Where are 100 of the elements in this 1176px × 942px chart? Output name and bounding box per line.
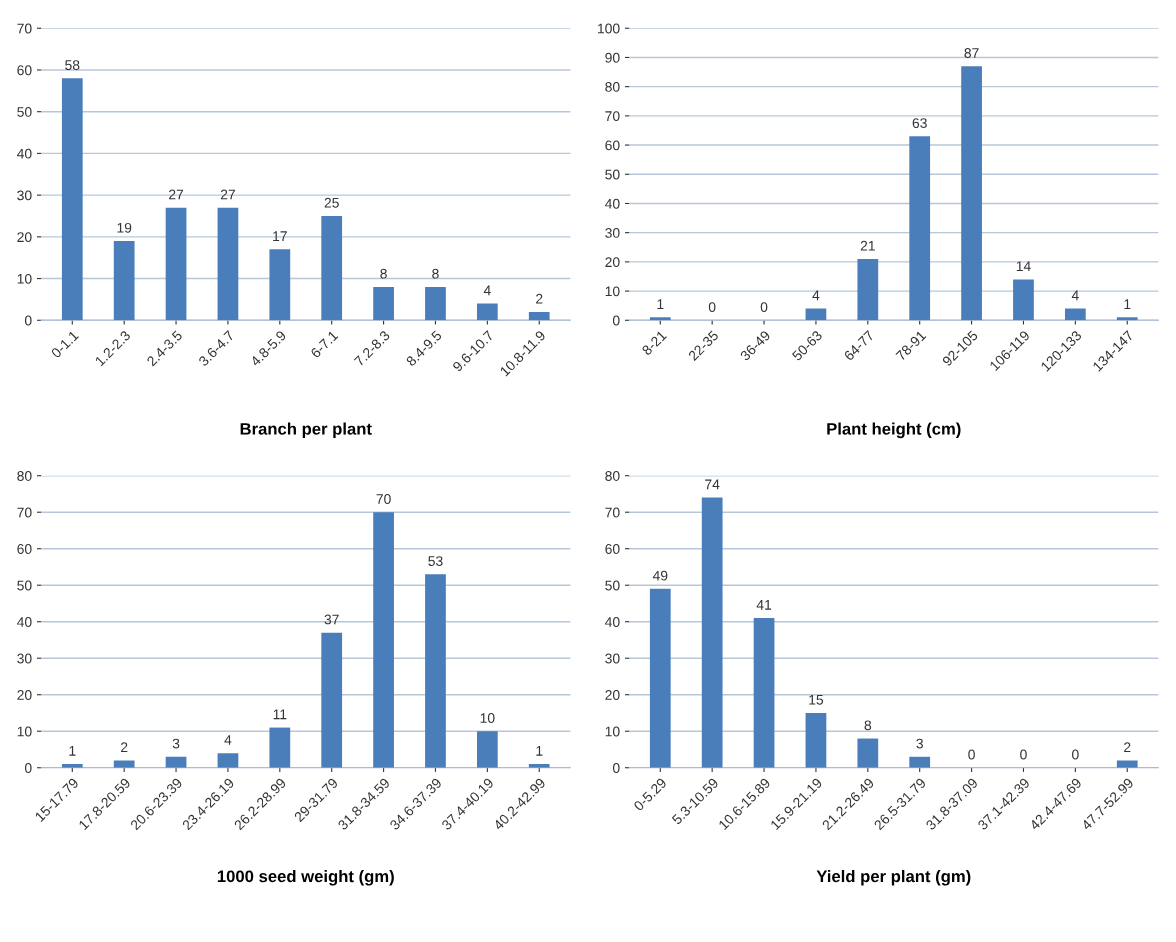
data-label: 25 xyxy=(324,197,339,208)
data-label: 14 xyxy=(1016,261,1031,271)
y-tick-label: 30 xyxy=(605,653,620,664)
bar xyxy=(373,286,394,321)
y-tick-label: 90 xyxy=(605,52,620,63)
data-label: 0 xyxy=(968,749,975,760)
bar xyxy=(1013,279,1034,321)
bar xyxy=(805,712,827,768)
y-tick-label: 40 xyxy=(17,148,32,159)
bar xyxy=(857,258,879,321)
bar xyxy=(217,207,239,321)
bar xyxy=(217,753,239,768)
y-tick-label: 0 xyxy=(24,763,32,773)
data-label: 37 xyxy=(324,614,339,625)
bar xyxy=(701,497,723,768)
text: Plant height (cm) xyxy=(827,422,961,439)
y-tick-label: 10 xyxy=(605,726,620,737)
text: Yield per plant (gm) xyxy=(816,869,971,886)
y-tick-label: 70 xyxy=(17,507,32,518)
data-label: 2 xyxy=(536,293,543,304)
bar xyxy=(476,303,498,321)
data-label: 1 xyxy=(657,299,664,309)
data-label: 19 xyxy=(117,222,132,233)
bar xyxy=(321,632,343,768)
y-tick-label: 10 xyxy=(17,273,32,284)
data-label: 27 xyxy=(220,189,235,200)
data-label: 87 xyxy=(964,48,979,58)
data-label: 4 xyxy=(1071,290,1079,301)
data-label: 4 xyxy=(812,290,820,301)
data-label: 21 xyxy=(860,240,875,251)
bar xyxy=(113,241,135,321)
y-tick-label: 10 xyxy=(17,726,32,737)
y-tick-label: 50 xyxy=(605,169,620,180)
data-label: 0 xyxy=(760,302,768,312)
data-label: 8 xyxy=(864,720,872,731)
y-tick-label: 20 xyxy=(605,257,620,268)
bar xyxy=(857,738,879,768)
y-tick-label: 40 xyxy=(605,198,620,209)
data-label: 74 xyxy=(705,479,720,490)
bar xyxy=(61,78,83,321)
data-label: 15 xyxy=(809,694,824,705)
data-label: 8 xyxy=(380,268,387,279)
bar xyxy=(113,760,135,768)
y-tick-label: 100 xyxy=(598,23,620,34)
bar xyxy=(373,512,394,768)
x-tick-label: 8-21 xyxy=(641,330,668,356)
data-label: 2 xyxy=(1124,742,1131,752)
y-tick-label: 80 xyxy=(17,471,32,481)
data-label: 0 xyxy=(708,302,716,312)
data-label: 41 xyxy=(756,600,772,610)
bar xyxy=(1064,308,1086,321)
y-tick-label: 70 xyxy=(17,23,32,34)
bar xyxy=(649,317,671,321)
bar xyxy=(909,756,931,768)
data-label: 1 xyxy=(69,746,76,756)
data-label: 1 xyxy=(1124,299,1131,309)
data-label: 27 xyxy=(169,189,184,200)
bar xyxy=(165,207,187,321)
data-label: 17 xyxy=(273,231,287,241)
data-label: 3 xyxy=(916,738,923,749)
bar xyxy=(805,308,827,321)
y-tick-label: 80 xyxy=(605,82,620,92)
bar xyxy=(1116,760,1138,768)
data-label: 8 xyxy=(432,268,439,279)
bar xyxy=(961,66,982,321)
y-tick-label: 0 xyxy=(612,315,620,326)
text: 1000 seed weight (gm) xyxy=(217,869,394,886)
data-label: 49 xyxy=(652,570,668,581)
y-tick-label: 30 xyxy=(17,190,32,201)
y-tick-label: 10 xyxy=(605,286,620,297)
y-tick-label: 30 xyxy=(605,228,620,238)
data-label: 4 xyxy=(483,285,491,296)
y-tick-label: 50 xyxy=(605,580,620,591)
data-label: 63 xyxy=(912,118,927,129)
y-tick-label: 80 xyxy=(605,471,620,481)
y-tick-label: 20 xyxy=(17,690,32,700)
data-label: 2 xyxy=(121,742,128,752)
y-tick-label: 20 xyxy=(17,232,32,243)
y-tick-label: 60 xyxy=(605,140,620,151)
y-tick-label: 40 xyxy=(17,617,32,627)
data-label: 3 xyxy=(172,738,180,749)
data-label: 70 xyxy=(376,494,391,504)
y-tick-label: 50 xyxy=(17,580,32,591)
y-tick-label: 70 xyxy=(605,111,620,122)
y-tick-label: 50 xyxy=(17,107,32,117)
bar xyxy=(476,731,498,768)
data-label: 58 xyxy=(65,60,80,71)
data-label: 11 xyxy=(273,709,287,720)
bar xyxy=(649,588,671,768)
data-label: 1 xyxy=(536,746,543,756)
bar xyxy=(269,727,291,768)
text: Branch per plant xyxy=(240,422,372,439)
data-label: 0 xyxy=(1072,749,1079,760)
y-tick-label: 60 xyxy=(605,544,620,554)
y-tick-label: 40 xyxy=(605,617,620,627)
data-label: 0 xyxy=(1020,749,1027,760)
bar xyxy=(753,618,775,768)
data-label: 4 xyxy=(224,735,232,745)
y-tick-label: 70 xyxy=(605,507,620,518)
bar xyxy=(321,215,343,321)
